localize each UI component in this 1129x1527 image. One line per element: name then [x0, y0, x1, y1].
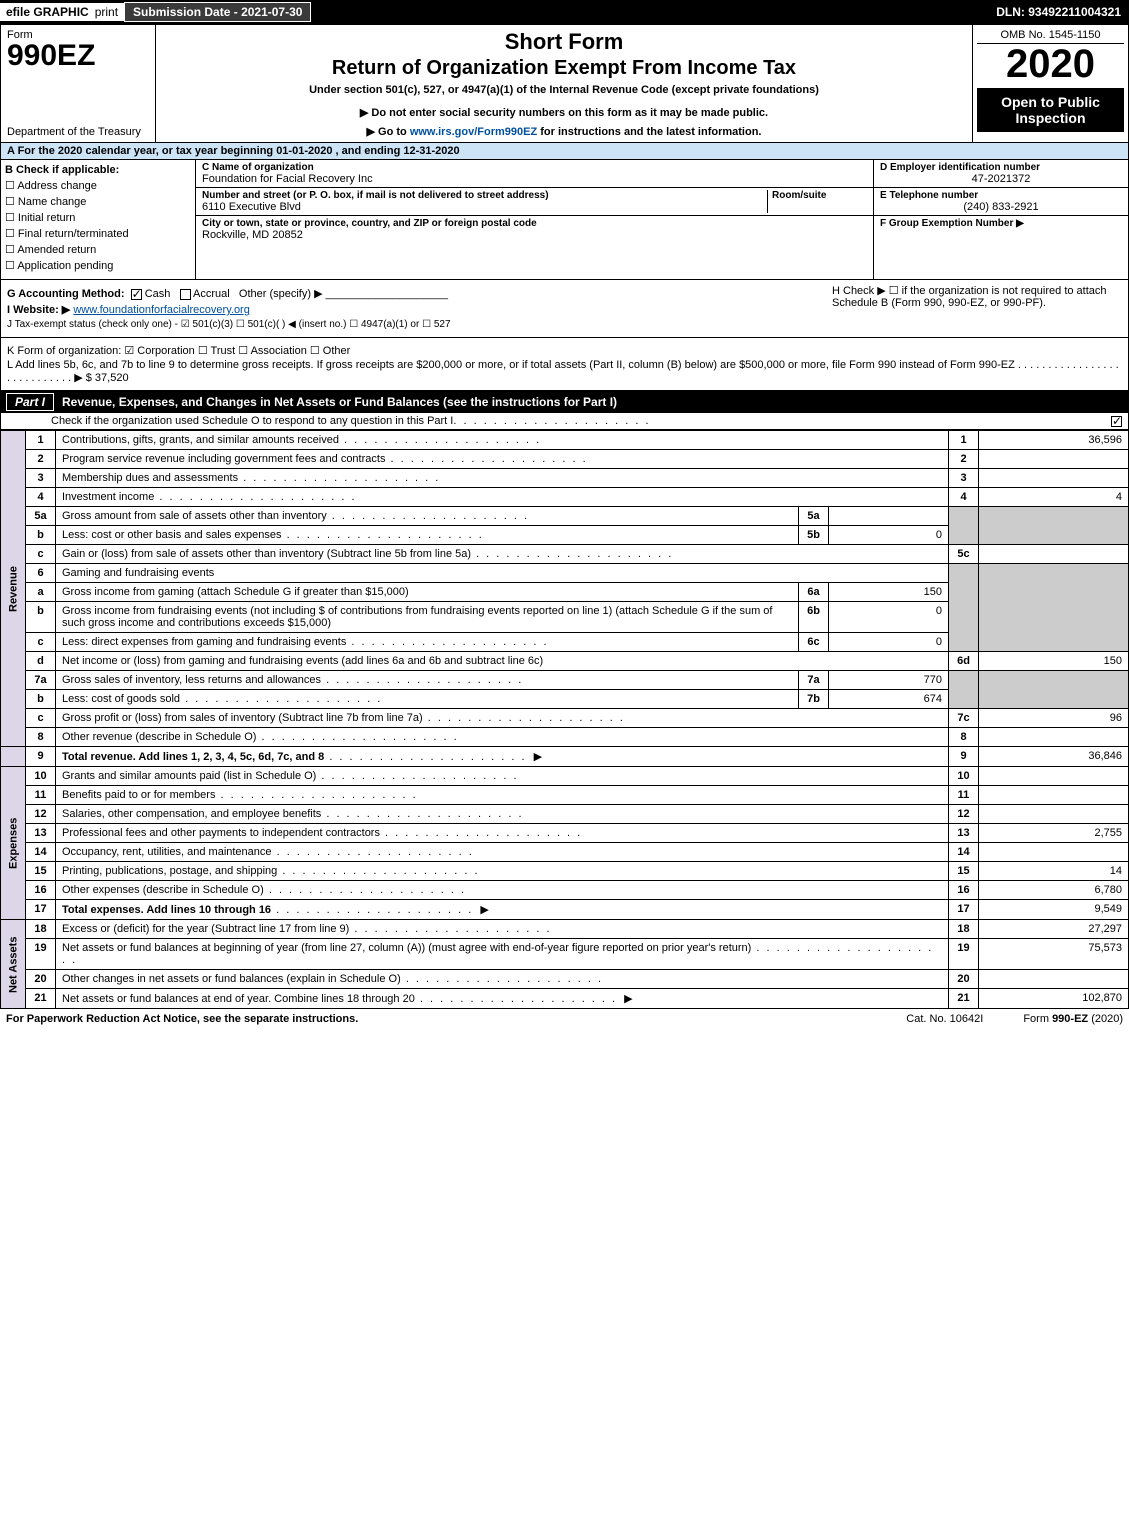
- val-7a: 770: [829, 671, 949, 690]
- section-b: B Check if applicable: ☐ Address change …: [1, 160, 196, 279]
- d-ein-value: 47-2021372: [880, 173, 1122, 185]
- ssn-warning: ▶ Do not enter social security numbers o…: [160, 106, 968, 119]
- street-value: 6110 Executive Blvd: [202, 201, 767, 213]
- val-16: 6,780: [979, 881, 1129, 900]
- chk-accrual[interactable]: [180, 289, 191, 300]
- footer: For Paperwork Reduction Act Notice, see …: [0, 1009, 1129, 1029]
- val-9: 36,846: [979, 747, 1129, 767]
- val-21: 102,870: [979, 989, 1129, 1009]
- section-kl: K Form of organization: ☑ Corporation ☐ …: [0, 338, 1129, 391]
- val-13: 2,755: [979, 824, 1129, 843]
- chk-application-pending[interactable]: ☐ Application pending: [5, 259, 191, 272]
- val-18: 27,297: [979, 920, 1129, 939]
- val-6c: 0: [829, 633, 949, 652]
- val-4: 4: [979, 488, 1129, 507]
- dept-treasury: Department of the Treasury: [7, 126, 149, 138]
- title-short-form: Short Form: [160, 29, 968, 55]
- val-6b: 0: [829, 602, 949, 633]
- efile-print-group: efile GRAPHIC print: [0, 3, 124, 21]
- irs-link[interactable]: www.irs.gov/Form990EZ: [410, 126, 537, 138]
- f-group-label: F Group Exemption Number ▶: [880, 218, 1122, 229]
- section-c: C Name of organization Foundation for Fa…: [196, 160, 873, 279]
- val-2: [979, 450, 1129, 469]
- side-revenue: Revenue: [1, 431, 26, 747]
- val-10: [979, 767, 1129, 786]
- val-1: 36,596: [979, 431, 1129, 450]
- submission-date: Submission Date - 2021-07-30: [124, 2, 311, 22]
- val-7b: 674: [829, 690, 949, 709]
- dln-label: DLN: 93492211004321: [988, 3, 1129, 21]
- line-l: L Add lines 5b, 6c, and 7b to line 9 to …: [7, 359, 1122, 384]
- efile-label: efile GRAPHIC: [6, 5, 89, 19]
- chk-amended-return[interactable]: ☐ Amended return: [5, 243, 191, 256]
- city-value: Rockville, MD 20852: [202, 229, 867, 241]
- val-6d: 150: [979, 652, 1129, 671]
- chk-cash[interactable]: [131, 289, 142, 300]
- c-name-label: C Name of organization: [202, 162, 867, 173]
- side-expenses: Expenses: [1, 767, 26, 920]
- chk-final-return[interactable]: ☐ Final return/terminated: [5, 227, 191, 240]
- form-number: 990EZ: [7, 41, 149, 71]
- d-ein-label: D Employer identification number: [880, 162, 1122, 173]
- val-7c: 96: [979, 709, 1129, 728]
- chk-name-change[interactable]: ☐ Name change: [5, 195, 191, 208]
- val-8: [979, 728, 1129, 747]
- part1-header: Part I Revenue, Expenses, and Changes in…: [0, 391, 1129, 413]
- part1-title: Revenue, Expenses, and Changes in Net As…: [62, 395, 617, 409]
- header-grid: B Check if applicable: ☐ Address change …: [0, 160, 1129, 280]
- tax-year: 2020: [977, 44, 1124, 84]
- line-k: K Form of organization: ☑ Corporation ☐ …: [7, 344, 1122, 357]
- val-20: [979, 970, 1129, 989]
- side-netassets: Net Assets: [1, 920, 26, 1009]
- e-phone-label: E Telephone number: [880, 190, 1122, 201]
- form-header: Form 990EZ Department of the Treasury Sh…: [0, 24, 1129, 143]
- form-ref: Form 990-EZ (2020): [1023, 1013, 1123, 1025]
- part1-check-o: Check if the organization used Schedule …: [0, 413, 1129, 430]
- open-public-inspection: Open to Public Inspection: [977, 88, 1124, 132]
- chk-address-change[interactable]: ☐ Address change: [5, 179, 191, 192]
- subtitle: Under section 501(c), 527, or 4947(a)(1)…: [160, 84, 968, 96]
- b-label: B Check if applicable:: [5, 164, 191, 176]
- section-def: D Employer identification number 47-2021…: [873, 160, 1128, 279]
- val-3: [979, 469, 1129, 488]
- section-ghij: G Accounting Method: Cash Accrual Other …: [0, 280, 1129, 338]
- line-j: J Tax-exempt status (check only one) - ☑…: [7, 319, 1122, 330]
- val-19: 75,573: [979, 939, 1129, 970]
- val-5b: 0: [829, 526, 949, 545]
- website-link[interactable]: www.foundationforfacialrecovery.org: [73, 304, 250, 316]
- cat-number: Cat. No. 10642I: [906, 1013, 983, 1025]
- part1-table: Revenue 1 Contributions, gifts, grants, …: [0, 430, 1129, 1009]
- pra-notice: For Paperwork Reduction Act Notice, see …: [6, 1013, 358, 1025]
- val-14: [979, 843, 1129, 862]
- val-12: [979, 805, 1129, 824]
- top-bar: efile GRAPHIC print Submission Date - 20…: [0, 0, 1129, 24]
- row-a-tax-year: A For the 2020 calendar year, or tax yea…: [0, 143, 1129, 160]
- e-phone-value: (240) 833-2921: [880, 201, 1122, 213]
- val-5c: [979, 545, 1129, 564]
- val-6a: 150: [829, 583, 949, 602]
- goto-instructions: ▶ Go to www.irs.gov/Form990EZ for instru…: [160, 125, 968, 138]
- val-15: 14: [979, 862, 1129, 881]
- title-return: Return of Organization Exempt From Incom…: [160, 57, 968, 80]
- line-h: H Check ▶ ☐ if the organization is not r…: [832, 284, 1122, 309]
- val-17: 9,549: [979, 900, 1129, 920]
- city-label: City or town, state or province, country…: [202, 218, 867, 229]
- chk-schedule-o[interactable]: [1111, 415, 1122, 427]
- org-name: Foundation for Facial Recovery Inc: [202, 173, 867, 185]
- chk-initial-return[interactable]: ☐ Initial return: [5, 211, 191, 224]
- room-label: Room/suite: [772, 190, 867, 201]
- part1-label: Part I: [6, 393, 54, 411]
- val-11: [979, 786, 1129, 805]
- street-label: Number and street (or P. O. box, if mail…: [202, 190, 767, 201]
- print-link[interactable]: print: [95, 5, 118, 19]
